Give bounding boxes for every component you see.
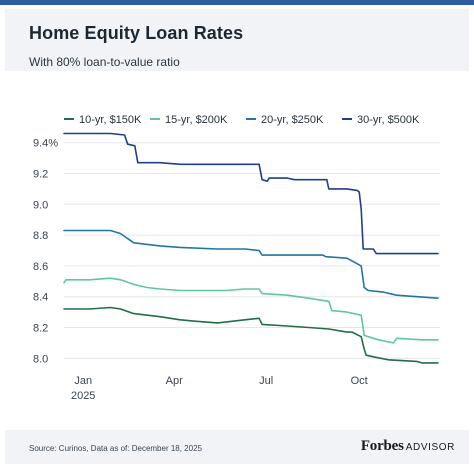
x-axis: Jan 2025 Apr Jul Oct	[71, 375, 368, 402]
line-chart: 10-yr, $150K 15-yr, $200K 20-yr, $250K 30-y…	[33, 114, 440, 402]
x-tick-label: Jan	[74, 375, 92, 387]
header-panel: Home Equity Loan Rates With 80% loan-to-…	[5, 9, 469, 71]
logo-subtext: ADVISOR	[405, 442, 455, 453]
x-tick-label: Apr	[166, 375, 183, 387]
forbes-advisor-logo: Forbes ADVISOR	[361, 437, 455, 455]
chart-subtitle: With 80% loan-to-value ratio	[29, 55, 180, 69]
legend-label: 10-yr, $150K	[79, 114, 142, 126]
x-tick-label: Oct	[351, 375, 368, 387]
series-lines	[63, 132, 439, 364]
footer-panel: Source: Curinos, Data as of: December 18…	[5, 430, 469, 464]
legend-label: 30-yr, $500K	[357, 114, 420, 126]
x-tick-sublabel: 2025	[71, 390, 95, 402]
series-line	[63, 229, 439, 299]
source-note: Source: Curinos, Data as of: December 18…	[29, 444, 202, 453]
y-tick-label: 8.0	[33, 353, 48, 365]
y-axis: 9.4% 9.2 9.0 8.8 8.6 8.4 8.2 8.0	[33, 138, 58, 366]
top-accent-bar	[0, 0, 474, 5]
legend-label: 20-yr, $250K	[261, 114, 324, 126]
logo-wordmark: Forbes	[360, 438, 404, 454]
series-line	[63, 277, 439, 344]
chart-legend: 10-yr, $150K 15-yr, $200K 20-yr, $250K 30-y…	[64, 114, 420, 126]
series-line	[63, 306, 439, 364]
y-tick-label: 9.2	[33, 169, 48, 181]
y-tick-label: 8.4	[33, 292, 48, 304]
chart-title: Home Equity Loan Rates	[29, 23, 244, 43]
y-tick-label: 8.6	[33, 261, 48, 273]
legend-label: 15-yr, $200K	[165, 114, 228, 126]
x-tick-label: Jul	[259, 375, 273, 387]
y-tick-label: 8.2	[33, 323, 48, 335]
y-tick-label: 8.8	[33, 230, 48, 242]
y-tick-label: 9.4%	[33, 138, 58, 150]
y-tick-label: 9.0	[33, 199, 48, 211]
series-line	[63, 132, 439, 255]
